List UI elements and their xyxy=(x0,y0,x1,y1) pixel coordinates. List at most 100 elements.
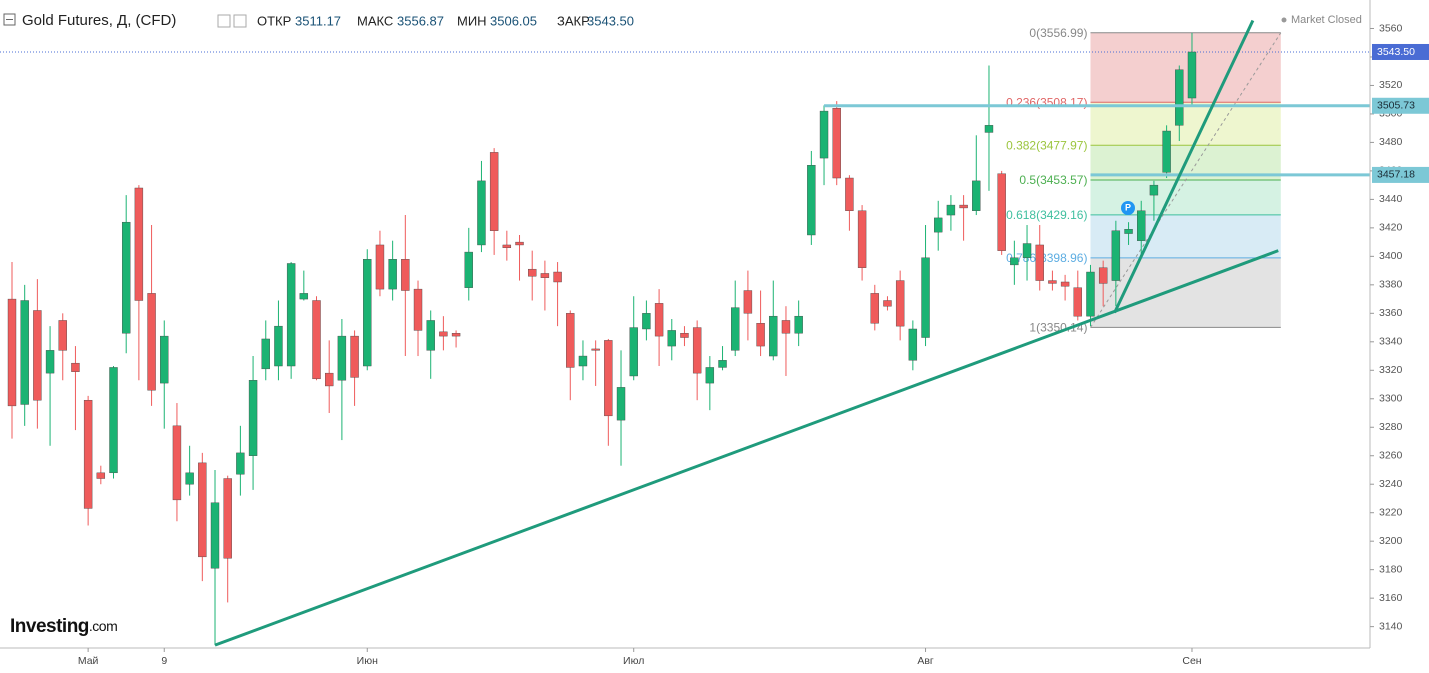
candle-body xyxy=(45,350,55,374)
candle-body xyxy=(439,331,448,337)
y-tick-label: 3180 xyxy=(1379,563,1403,575)
y-tick-label: 3300 xyxy=(1379,393,1403,405)
x-tick-label: Июн xyxy=(357,655,378,667)
candle-body xyxy=(426,320,435,351)
note-marker[interactable] xyxy=(1121,201,1135,215)
candle-body xyxy=(832,108,841,179)
candle-body xyxy=(96,472,106,479)
candle-body xyxy=(604,340,613,417)
candle-body xyxy=(819,110,829,159)
logo: Investing.com xyxy=(10,616,117,637)
high-value: 3556.87 xyxy=(397,13,444,28)
candle-body xyxy=(1060,281,1070,287)
y-tick-label: 3220 xyxy=(1379,506,1403,518)
candle-body xyxy=(477,180,486,246)
logo-suffix: .com xyxy=(89,618,117,634)
y-tick-label: 3320 xyxy=(1379,364,1403,376)
candle-body xyxy=(71,362,80,372)
candle-body xyxy=(121,221,131,334)
candle-body xyxy=(388,259,397,290)
high-label: МАКС xyxy=(357,13,393,28)
candle-body xyxy=(261,338,270,370)
candle-body xyxy=(401,259,410,291)
price-tag-label: 3505.73 xyxy=(1377,100,1415,112)
candle-body xyxy=(185,472,194,485)
status-dot xyxy=(1281,17,1287,23)
candle-body xyxy=(502,244,512,249)
candle-body xyxy=(692,327,702,374)
candle-body xyxy=(489,152,499,231)
fib-band xyxy=(1090,257,1281,328)
y-tick-label: 3420 xyxy=(1379,222,1403,234)
candle-body xyxy=(1187,51,1197,99)
candle-body xyxy=(731,307,740,351)
candle-body xyxy=(781,320,791,334)
candle-body xyxy=(464,251,473,288)
candle-body xyxy=(83,399,93,509)
candle-body xyxy=(705,367,715,384)
candle-body xyxy=(109,367,118,474)
candle-body xyxy=(312,300,321,380)
fib-band xyxy=(1090,180,1281,215)
settings-icon[interactable] xyxy=(217,14,231,28)
candle-body xyxy=(1175,69,1184,126)
candle-body xyxy=(540,273,550,278)
market-status: Market Closed xyxy=(1291,14,1362,26)
candle-body xyxy=(984,125,994,133)
fib-label: 0.618(3429.16) xyxy=(1006,208,1087,222)
trendline xyxy=(214,249,1279,647)
collapse-icon[interactable] xyxy=(3,13,16,26)
candle-body xyxy=(286,263,296,367)
y-tick-label: 3560 xyxy=(1379,22,1403,34)
candle-body xyxy=(325,372,334,387)
y-tick-label: 3200 xyxy=(1379,535,1403,547)
low-label: МИН xyxy=(457,13,487,28)
candle-body xyxy=(908,328,918,361)
y-tick-label: 3280 xyxy=(1379,421,1403,433)
candle-body xyxy=(591,348,600,351)
fib-label: 0.5(3453.57) xyxy=(1019,173,1087,187)
x-tick-label: Авг xyxy=(917,655,934,667)
y-tick-label: 3340 xyxy=(1379,336,1403,348)
candle-body xyxy=(7,298,17,407)
candle-body xyxy=(337,335,347,381)
candle-body xyxy=(718,360,727,368)
candle-body xyxy=(58,320,67,351)
candle-body xyxy=(1149,184,1159,196)
x-tick-label: Июл xyxy=(623,655,644,667)
close-icon[interactable] xyxy=(233,14,247,28)
y-tick-label: 3520 xyxy=(1379,79,1403,91)
y-tick-label: 3260 xyxy=(1379,450,1403,462)
candle-body xyxy=(921,257,930,338)
candle-body xyxy=(616,387,626,421)
y-tick-label: 3140 xyxy=(1379,620,1403,632)
candle-body xyxy=(160,335,169,384)
candle-body xyxy=(1010,257,1019,266)
fib-label: 0.236(3508.17) xyxy=(1006,95,1087,109)
candle-body xyxy=(654,303,664,337)
x-tick-label: Сен xyxy=(1182,655,1201,667)
candle-body xyxy=(845,177,854,211)
candle-body xyxy=(147,293,156,391)
candle-body xyxy=(210,502,220,569)
candle-body xyxy=(680,333,689,338)
x-tick-label: Май xyxy=(78,655,99,667)
candle-body xyxy=(553,271,562,283)
candle-body xyxy=(236,452,245,475)
candle-body xyxy=(451,333,461,337)
candle-body xyxy=(350,335,359,378)
candle-body xyxy=(274,325,283,367)
fib-label: 0(3556.99) xyxy=(1029,26,1087,40)
candle-body xyxy=(578,355,588,367)
fib-label: 1(3350.14) xyxy=(1029,321,1087,335)
candle-body xyxy=(223,478,232,559)
y-tick-label: 3380 xyxy=(1379,279,1403,291)
candle-body xyxy=(20,300,29,405)
candle-body xyxy=(769,315,778,357)
plot-area: 0(3556.99) 0.236(3508.17) 0.382(3477.97) 0.… xyxy=(0,19,1370,647)
price-tag xyxy=(1372,166,1429,183)
candle-body xyxy=(1162,130,1171,173)
candle-body xyxy=(172,425,182,501)
candle-body xyxy=(895,280,905,327)
fib-band xyxy=(1090,102,1281,146)
